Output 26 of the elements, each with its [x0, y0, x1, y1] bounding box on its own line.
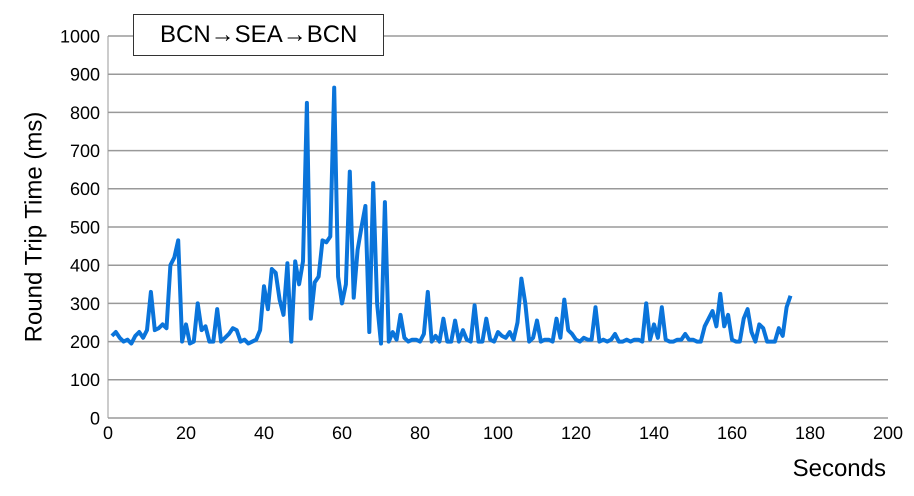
y-tick-label: 900 [70, 64, 100, 85]
y-tick-label: 700 [70, 140, 100, 161]
y-tick-label: 0 [90, 408, 100, 428]
x-tick-label: 180 [794, 422, 826, 443]
y-tick-label: 800 [70, 102, 100, 123]
y-tick-label: 200 [70, 332, 100, 352]
y-tick-label: 600 [70, 179, 100, 200]
x-tick-label: 120 [560, 422, 592, 443]
x-tick-label: 200 [872, 422, 904, 443]
annotation: BCN→SEA→BCN [133, 14, 384, 56]
x-tick-label: 60 [332, 422, 352, 443]
y-tick-label: 400 [70, 256, 100, 276]
x-tick-label: 40 [254, 422, 274, 443]
x-tick-label: 20 [176, 422, 196, 443]
y-axis-title: Round Trip Time (ms) [20, 112, 48, 342]
x-tick-label: 140 [638, 422, 670, 443]
line-series [110, 86, 792, 346]
y-tick-label: 100 [70, 370, 100, 390]
y-tick-label: 300 [70, 294, 100, 314]
y-tick-label: 1000 [60, 26, 100, 46]
x-tick-label: 160 [716, 422, 748, 443]
x-tick-label: 100 [482, 422, 514, 443]
y-tick-label: 500 [70, 217, 100, 238]
x-axis-title: Seconds [792, 455, 886, 482]
x-tick-label: 80 [410, 422, 430, 443]
x-tick-label: 0 [102, 422, 114, 443]
